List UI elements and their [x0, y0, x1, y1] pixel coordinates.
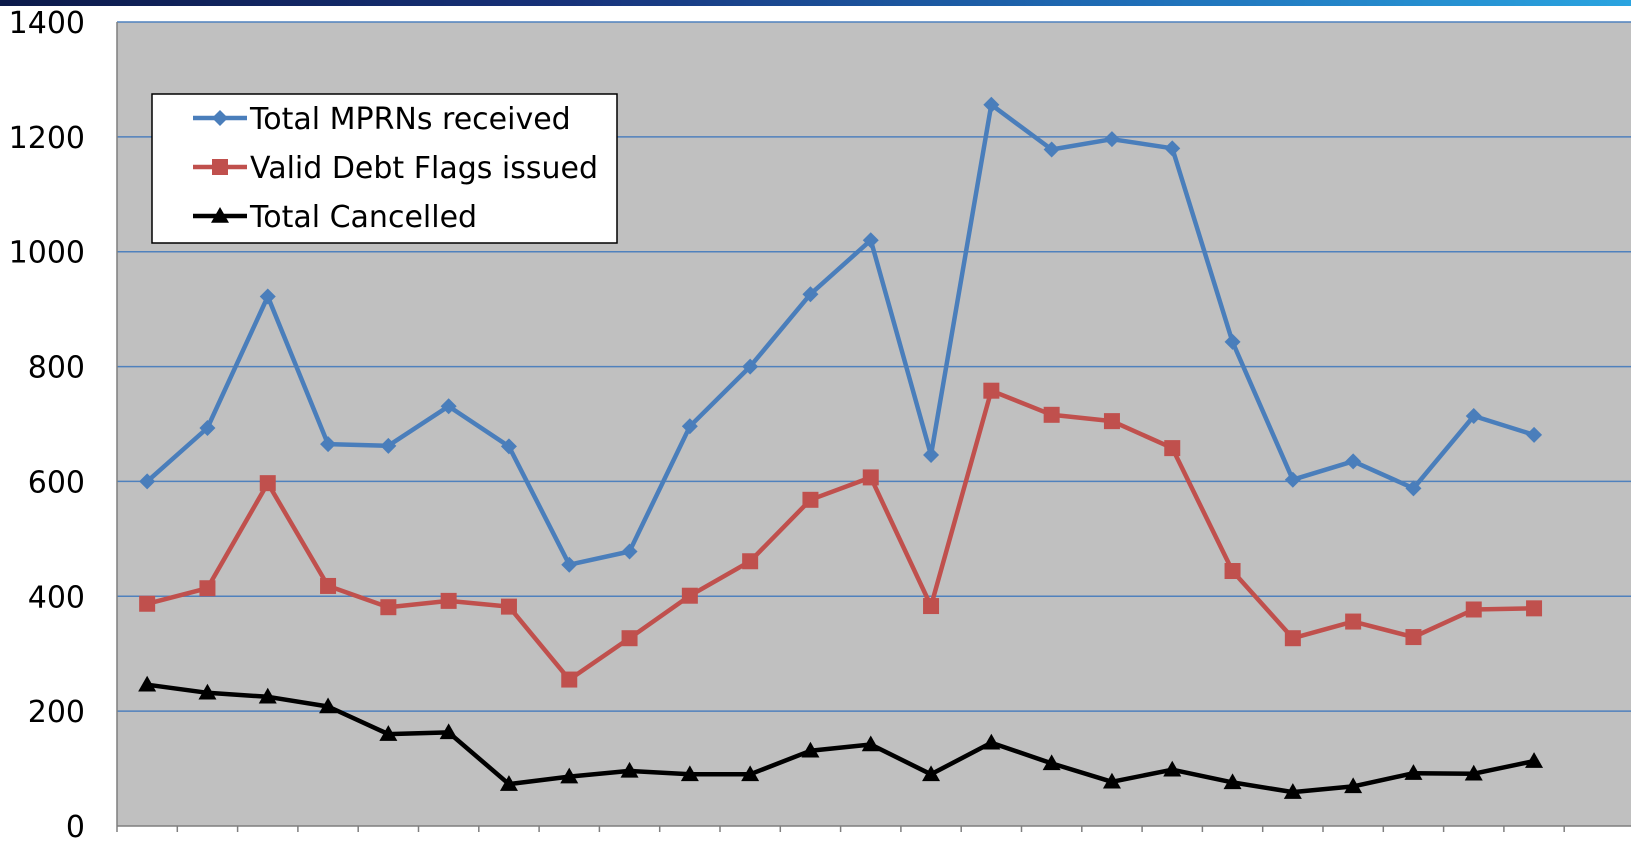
data-point-2-16 [1043, 406, 1060, 423]
y-tick-label-1200: 1200 [9, 121, 85, 156]
series-2 [139, 382, 1543, 688]
data-point-2-20 [1284, 630, 1301, 647]
data-point-1-19 [1224, 333, 1241, 350]
data-point-1-7 [500, 438, 517, 455]
y-tick-label-0: 0 [66, 810, 85, 845]
data-point-2-5 [380, 599, 397, 616]
data-point-2-4 [320, 577, 337, 594]
data-point-2-19 [1224, 563, 1241, 580]
series-line-1 [145, 102, 1535, 567]
data-point-2-22 [1405, 629, 1422, 646]
data-point-3-1 [138, 675, 157, 692]
data-point-2-11 [742, 553, 759, 570]
legend-label-1: Total MPRNs received [249, 102, 571, 137]
data-point-1-8 [561, 556, 578, 573]
legend-label-3: Total Cancelled [249, 200, 477, 235]
data-point-3-24 [1525, 752, 1544, 768]
data-point-3-23 [1464, 764, 1483, 781]
axes: 0 200 400 600 800 1000 1200 1400 [9, 6, 1631, 845]
data-point-2-13 [862, 469, 879, 486]
series-3 [138, 675, 1544, 799]
data-point-3-17 [1102, 772, 1121, 789]
data-point-2-21 [1345, 613, 1362, 630]
data-point-3-12 [801, 741, 820, 758]
data-point-1-9 [621, 543, 638, 560]
y-tick-label-800: 800 [28, 351, 85, 386]
data-point-2-10 [681, 587, 698, 604]
data-point-3-5 [379, 725, 398, 741]
data-point-3-15 [982, 733, 1001, 750]
y-tick-label-1400: 1400 [9, 6, 85, 41]
data-point-1-6 [440, 398, 457, 415]
y-tick-label-200: 200 [28, 695, 85, 730]
data-point-1-18 [1164, 140, 1181, 157]
data-point-1-11 [742, 358, 759, 375]
data-point-3-8 [560, 767, 579, 784]
data-point-2-3 [259, 475, 276, 492]
y-tick-label-600: 600 [28, 465, 85, 500]
data-point-2-15 [983, 382, 1000, 399]
series-layer [138, 96, 1544, 799]
data-point-3-7 [499, 775, 518, 791]
series-line-2 [146, 388, 1535, 682]
data-point-1-12 [802, 286, 819, 303]
data-point-2-12 [802, 491, 819, 508]
data-point-1-21 [1345, 453, 1362, 470]
data-point-3-13 [861, 735, 880, 752]
header-accent-bar [0, 0, 1631, 6]
data-point-1-15 [983, 96, 1000, 113]
data-point-1-3 [259, 288, 276, 305]
data-point-1-13 [862, 232, 879, 249]
y-tick-label-400: 400 [28, 580, 85, 615]
data-point-1-24 [1526, 426, 1543, 443]
data-point-3-3 [258, 687, 277, 704]
data-point-3-18 [1163, 760, 1182, 777]
data-point-3-4 [319, 697, 338, 714]
series-1 [139, 96, 1543, 573]
data-point-1-4 [320, 436, 337, 453]
data-point-1-23 [1465, 407, 1482, 424]
legend: Total MPRNs received Valid Debt Flags iss… [151, 93, 618, 244]
data-point-3-16 [1042, 754, 1061, 771]
data-point-3-20 [1283, 783, 1302, 799]
data-point-1-2 [199, 420, 216, 437]
data-point-3-19 [1223, 773, 1242, 790]
series-line-3 [146, 682, 1535, 795]
data-point-1-17 [1103, 131, 1120, 148]
legend-marker-1 [212, 110, 228, 126]
data-point-3-6 [439, 723, 458, 740]
y-tick-label-1000: 1000 [9, 236, 85, 271]
data-point-3-11 [741, 765, 760, 782]
data-point-1-5 [380, 437, 397, 454]
data-point-3-21 [1344, 777, 1363, 794]
data-point-1-14 [923, 447, 940, 464]
data-point-3-22 [1404, 764, 1423, 780]
legend-marker-3 [211, 207, 229, 223]
data-point-3-9 [620, 761, 639, 778]
data-point-2-24 [1526, 600, 1543, 617]
data-point-2-18 [1164, 440, 1181, 457]
data-point-1-16 [1043, 141, 1060, 158]
data-point-2-9 [621, 630, 638, 647]
data-point-1-22 [1405, 480, 1422, 497]
data-point-2-2 [199, 580, 216, 597]
data-point-2-1 [139, 595, 156, 612]
data-point-3-2 [198, 683, 217, 700]
data-point-2-23 [1465, 601, 1482, 618]
data-point-2-6 [440, 592, 457, 609]
data-point-1-10 [681, 418, 698, 435]
data-point-1-1 [139, 473, 156, 490]
data-point-2-17 [1103, 413, 1120, 430]
legend-marker-2 [212, 159, 228, 175]
data-point-3-14 [922, 765, 941, 782]
legend-label-2: Valid Debt Flags issued [250, 151, 598, 186]
data-point-3-10 [680, 765, 699, 782]
data-point-2-14 [923, 598, 940, 615]
data-point-2-8 [561, 671, 578, 688]
data-point-2-7 [500, 598, 517, 615]
data-point-1-20 [1284, 471, 1301, 488]
